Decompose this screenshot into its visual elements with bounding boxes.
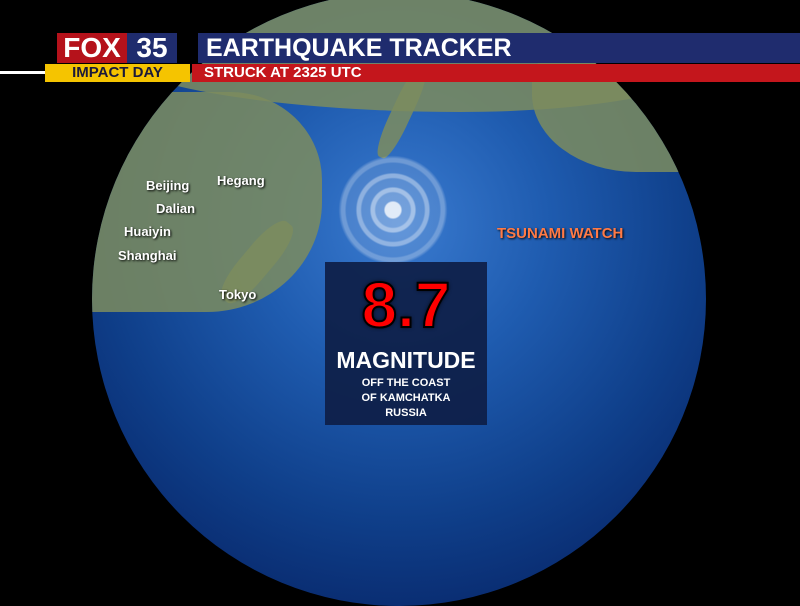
- tsunami-watch-label: TSUNAMI WATCH: [497, 225, 624, 242]
- city-label: Dalian: [156, 201, 196, 216]
- epicenter-marker: [338, 155, 448, 265]
- city-label: Huaiyin: [124, 224, 171, 239]
- magnitude-value: 8.7: [361, 268, 452, 342]
- location-text: OFF THE COAST OF KAMCHATKA RUSSIA: [361, 377, 451, 419]
- magnitude-label: MAGNITUDE: [336, 347, 476, 373]
- city-label: Beijing: [146, 178, 190, 193]
- city-label: Tokyo: [219, 287, 257, 302]
- station-number: 35: [127, 33, 177, 63]
- subtitle-bar: [192, 64, 800, 82]
- station-logo: FOX: [57, 33, 127, 63]
- title-bar: [198, 33, 800, 63]
- city-label: Hegang: [217, 173, 265, 188]
- magnitude-panel: 8.7 MAGNITUDE OFF THE COAST OF KAMCHATKA…: [325, 262, 487, 425]
- title: EARTHQUAKE TRACKER: [206, 34, 512, 62]
- land-china: [92, 92, 322, 312]
- subtitle: STRUCK AT 2325 UTC: [204, 64, 362, 81]
- impact-day-tag: IMPACT DAY: [45, 64, 190, 82]
- divider-line: [0, 71, 45, 74]
- city-label: Shanghai: [118, 248, 177, 263]
